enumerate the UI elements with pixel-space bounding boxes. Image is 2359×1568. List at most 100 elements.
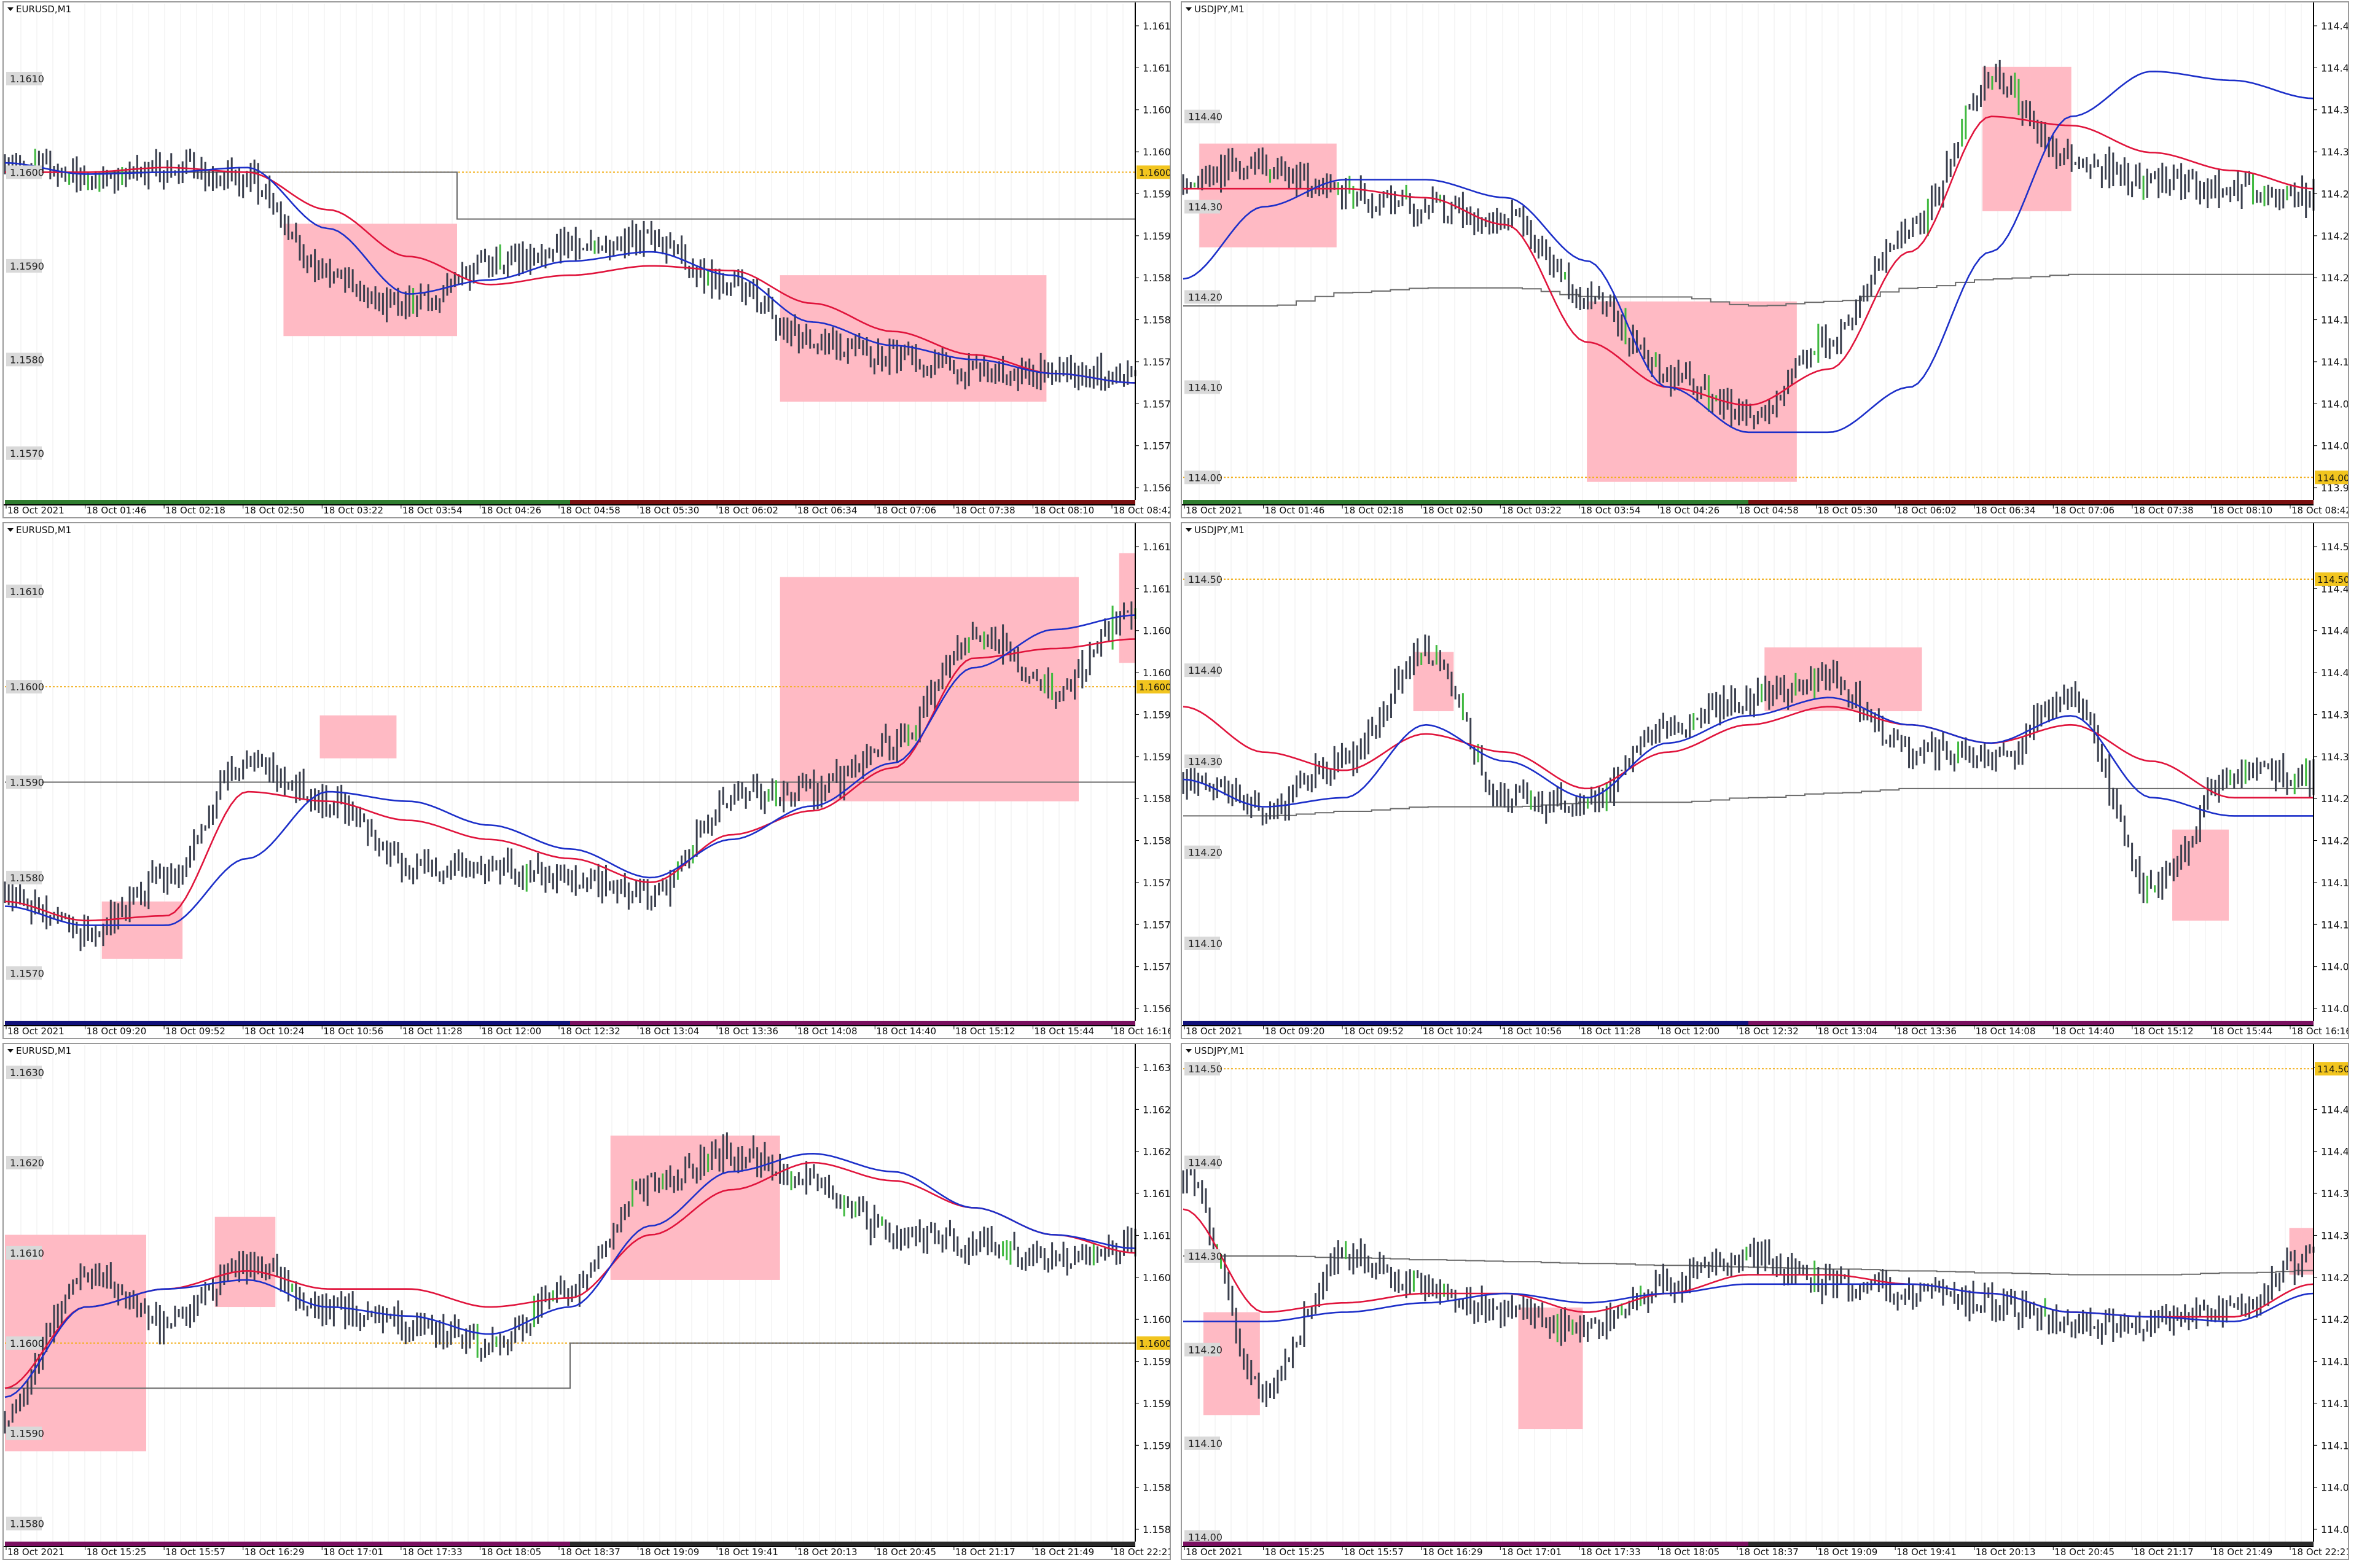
chart-panel-5[interactable]: 1.1630 1.1620 1.1610 1.1600 1.1590 1.1580 1.16… xyxy=(2,1043,1183,1560)
price-tick-label: 114.478 xyxy=(2321,20,2349,32)
chart-svg[interactable]: 1.1610 1.1600 1.1590 1.1580 1.1570 1.16154 1.1… xyxy=(2,522,1183,1039)
price-tick-label: 114.253 xyxy=(2321,230,2349,242)
time-tick-label: 18 Oct 06:34 xyxy=(1976,505,2036,516)
time-tick-label: 18 Oct 02:18 xyxy=(1344,505,1404,516)
time-tick-label: 18 Oct 19:09 xyxy=(640,1547,700,1558)
time-tick-label: 18 Oct 2021 xyxy=(1186,1547,1243,1558)
session-strip xyxy=(5,500,1135,505)
grid xyxy=(1199,525,2302,1021)
highlight-zone-1[interactable] xyxy=(283,224,457,337)
time-tick-label: 18 Oct 08:42 xyxy=(2291,505,2349,516)
symbol-dropdown-icon[interactable] xyxy=(7,528,14,532)
chart-svg[interactable]: 1.1610 1.1600 1.1590 1.1580 1.1570 1.16157 1.1… xyxy=(2,1,1183,518)
price-tick-label: 114.193 xyxy=(2321,1356,2349,1368)
highlight-zone-1[interactable] xyxy=(1199,143,1337,248)
chart-svg[interactable]: 114.50 114.40 114.30 114.20 114.10 114.535 114… xyxy=(1181,522,2359,1039)
highlight-zone-3[interactable] xyxy=(610,1135,780,1280)
symbol-dropdown-icon[interactable] xyxy=(1186,528,1192,532)
symbol-dropdown-icon[interactable] xyxy=(1186,1049,1192,1053)
session-strip xyxy=(1183,1021,2314,1026)
highlight-zone-2[interactable] xyxy=(319,715,397,759)
highlight-zone-3[interactable] xyxy=(780,577,1079,802)
time-tick-label: 18 Oct 06:02 xyxy=(1896,505,1957,516)
scale-label: 114.20 xyxy=(1188,847,1223,859)
time-axis[interactable]: 18 Oct 2021 18 Oct 15:25 18 Oct 15:57 18 Oc… xyxy=(2,1546,1173,1558)
time-axis[interactable]: 18 Oct 2021 18 Oct 15:25 18 Oct 15:57 18 Oc… xyxy=(1181,1546,2352,1558)
time-tick-label: 18 Oct 20:13 xyxy=(1976,1547,2036,1558)
time-tick-label: 18 Oct 12:32 xyxy=(560,1026,620,1037)
chart-panel-1[interactable]: 1.1610 1.1600 1.1590 1.1580 1.1570 1.16157 1.1… xyxy=(2,1,1183,518)
symbol-dropdown-icon[interactable] xyxy=(7,7,14,11)
symbol-label: EURUSD,M1 xyxy=(16,4,71,15)
price-tick-label: 1.16157 xyxy=(1143,20,1171,32)
scale-label-bg xyxy=(1184,380,1220,394)
chart-background xyxy=(1181,1043,2349,1560)
ma-slow-line xyxy=(5,166,1136,384)
time-tick-label: 18 Oct 04:26 xyxy=(1659,505,1719,516)
time-axis[interactable]: 18 Oct 2021 18 Oct 01:46 18 Oct 02:18 18 Oc… xyxy=(1181,504,2352,516)
time-tick-label: 18 Oct 09:20 xyxy=(87,1026,147,1037)
highlight-zone-3[interactable] xyxy=(2172,829,2229,921)
chart-panel-2[interactable]: 114.40 114.30 114.20 114.10 114.00 114.478 114… xyxy=(1181,1,2359,518)
scale-label-bg xyxy=(6,870,42,884)
time-tick-label: 18 Oct 15:57 xyxy=(165,1547,225,1558)
price-tick-label: 1.15977 xyxy=(1143,188,1171,200)
price-tick-label: 1.15707 xyxy=(1143,440,1171,452)
chart-background xyxy=(2,1043,1171,1560)
price-tick-label: 1.15932 xyxy=(1143,230,1171,242)
chart-panel-3[interactable]: 1.1610 1.1600 1.1590 1.1580 1.1570 1.16154 1.1… xyxy=(2,522,1183,1039)
symbol-label: EURUSD,M1 xyxy=(16,525,71,536)
price-tag xyxy=(2315,572,2349,586)
time-tick-label: 18 Oct 06:02 xyxy=(718,505,778,516)
time-axis[interactable]: 18 Oct 2021 18 Oct 09:20 18 Oct 09:52 18 Oc… xyxy=(2,1025,1173,1037)
scale-label: 1.1600 xyxy=(10,681,44,693)
price-tick-label: 114.130 xyxy=(2321,919,2349,930)
time-tick-label: 18 Oct 03:22 xyxy=(1501,505,1562,516)
chart-panel-4[interactable]: 114.50 114.40 114.30 114.20 114.10 114.535 114… xyxy=(1181,522,2359,1039)
price-tick-label: 1.15929 xyxy=(1143,751,1171,763)
time-tick-label: 18 Oct 09:52 xyxy=(1344,1026,1404,1037)
chart-svg[interactable]: 114.50 114.40 114.30 114.20 114.10 114.00 114.… xyxy=(1181,1043,2359,1560)
price-tick-label: 114.013 xyxy=(2321,1524,2349,1535)
time-tick-label: 18 Oct 02:18 xyxy=(165,505,225,516)
price-tick-label: 114.028 xyxy=(2321,440,2349,452)
time-axis[interactable]: 18 Oct 2021 18 Oct 01:46 18 Oct 02:18 18 Oc… xyxy=(2,504,1173,516)
time-tick-label: 18 Oct 02:50 xyxy=(1423,505,1483,516)
price-tick-label: 1.15991 xyxy=(1143,1356,1171,1368)
symbol-dropdown-icon[interactable] xyxy=(7,1049,14,1053)
chart-svg[interactable]: 1.1630 1.1620 1.1610 1.1600 1.1590 1.1580 1.16… xyxy=(2,1043,1183,1560)
price-tick-label: 114.310 xyxy=(2321,751,2349,763)
price-tick-label: 114.400 xyxy=(2321,667,2349,679)
price-tag xyxy=(1136,1336,1171,1350)
chart-svg[interactable]: 114.40 114.30 114.20 114.10 114.00 114.478 114… xyxy=(1181,1,2359,518)
time-tick-label: 18 Oct 2021 xyxy=(7,1026,65,1037)
price-tick-label: 1.16112 xyxy=(1143,62,1171,74)
price-tick-label: 1.15946 xyxy=(1143,1398,1171,1410)
chart-panel-6[interactable]: 114.50 114.40 114.30 114.20 114.10 114.00 114.… xyxy=(1181,1043,2359,1560)
price-tick-label: 114.463 xyxy=(2321,1104,2349,1115)
highlight-zone-2[interactable] xyxy=(214,1217,276,1308)
time-tick-label: 18 Oct 03:54 xyxy=(1581,505,1641,516)
panel-frame xyxy=(1181,522,2349,1039)
level-line xyxy=(5,1342,1135,1389)
ma-fast-line xyxy=(4,162,1136,384)
scale-label-bg xyxy=(6,1336,42,1350)
price-tag-label: 114.500 xyxy=(2317,1064,2349,1075)
time-axis[interactable]: 18 Oct 2021 18 Oct 09:20 18 Oct 09:52 18 Oc… xyxy=(1181,1025,2352,1037)
highlight-zone-3[interactable] xyxy=(1982,66,2071,211)
scale-label-bg xyxy=(1184,845,1220,859)
scale-label: 1.1610 xyxy=(10,73,44,85)
price-tick-label: 1.16306 xyxy=(1143,1062,1171,1074)
highlight-zone-4[interactable] xyxy=(1119,553,1135,663)
time-tick-label: 18 Oct 16:16 xyxy=(1113,1026,1171,1037)
price-tick-label: 1.15842 xyxy=(1143,314,1171,326)
scale-label-bg xyxy=(1184,663,1220,677)
price-tick-label: 1.15887 xyxy=(1143,272,1171,284)
time-tick-label: 18 Oct 02:50 xyxy=(245,505,305,516)
time-tick-label: 18 Oct 07:38 xyxy=(955,505,1015,516)
scale-label-bg xyxy=(6,1426,42,1440)
price-tick-label: 114.445 xyxy=(2321,625,2349,637)
price-tick-label: 114.283 xyxy=(2321,1272,2349,1284)
price-tick-label: 114.355 xyxy=(2321,709,2349,720)
symbol-dropdown-icon[interactable] xyxy=(1186,7,1192,11)
